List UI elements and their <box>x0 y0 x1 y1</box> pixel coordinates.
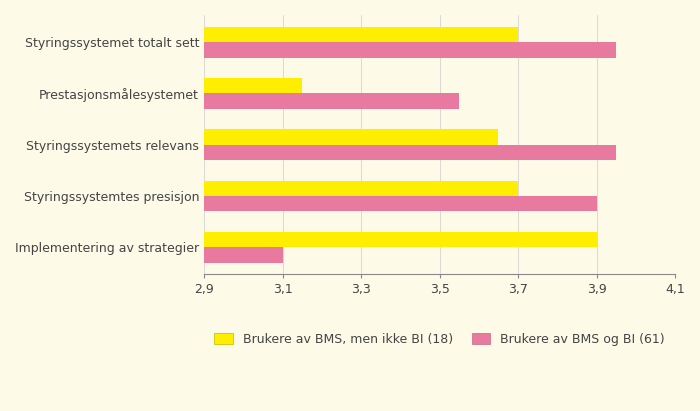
Bar <box>204 129 498 145</box>
Bar <box>204 247 283 263</box>
Bar <box>204 196 596 211</box>
Bar <box>204 27 518 42</box>
Bar <box>204 232 596 247</box>
Legend: Brukere av BMS, men ikke BI (18), Brukere av BMS og BI (61): Brukere av BMS, men ikke BI (18), Bruker… <box>214 333 665 346</box>
Bar <box>204 145 616 160</box>
Bar <box>204 93 459 109</box>
Bar <box>204 78 302 93</box>
Bar <box>204 180 518 196</box>
Bar <box>204 42 616 58</box>
